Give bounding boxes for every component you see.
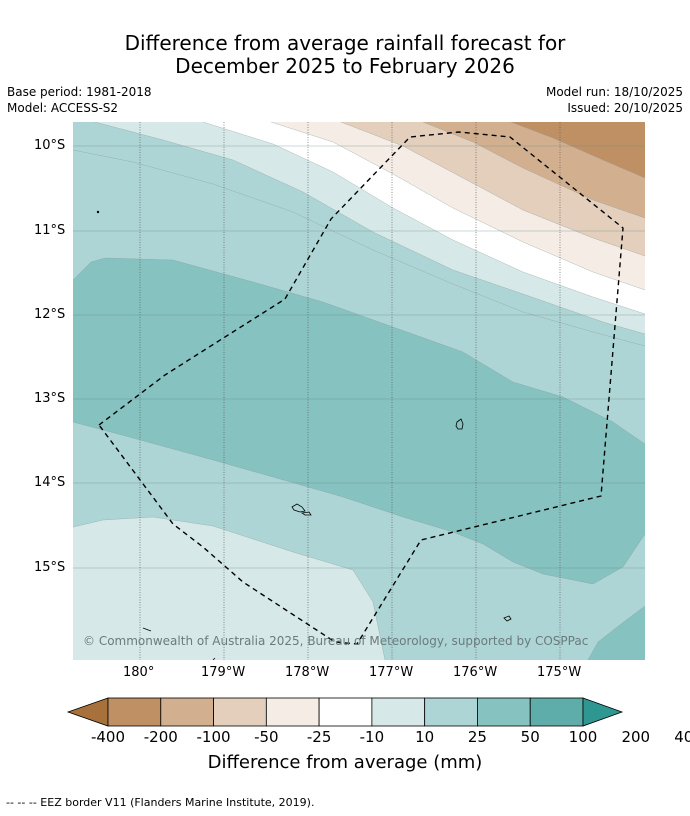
lat-tick-label: 14°S bbox=[34, 475, 66, 490]
eez-border bbox=[98, 131, 624, 645]
colorbar bbox=[66, 697, 624, 727]
colorbar-segment bbox=[318, 697, 373, 727]
colorbar-tick-label: -25 bbox=[306, 728, 332, 746]
base-period-text: Base period: 1981-2018 bbox=[7, 85, 152, 99]
lat-tick-label: 12°S bbox=[34, 307, 66, 322]
latitude-gridlines bbox=[73, 145, 645, 569]
lat-tick-label: 10°S bbox=[34, 138, 66, 153]
colorbar-segment bbox=[424, 697, 478, 727]
colorbar-tick-label: -400 bbox=[90, 728, 126, 746]
colorbar-tick-label: 25 bbox=[467, 728, 487, 746]
longitude-gridlines bbox=[139, 122, 561, 660]
issued-text: Issued: 20/10/2025 bbox=[567, 101, 683, 115]
colorbar-tick-label: -200 bbox=[143, 728, 178, 746]
colorbar-title: Difference from average (mm) bbox=[207, 752, 483, 773]
colorbar-segment bbox=[477, 697, 531, 727]
colorbar-extension-high bbox=[582, 697, 624, 727]
colorbar-segment bbox=[371, 697, 426, 727]
colorbar-segment bbox=[160, 697, 214, 727]
colorbar-tick-label: 100 bbox=[568, 728, 598, 746]
lon-tick-label: 176°W bbox=[453, 665, 498, 680]
colorbar-tick-label: 200 bbox=[621, 728, 651, 746]
colorbar-tick-label: 10 bbox=[415, 728, 435, 746]
colorbar-tick-label: 400 bbox=[674, 728, 690, 746]
colorbar-tick-label: 50 bbox=[520, 728, 540, 746]
island-2 bbox=[291, 503, 306, 513]
colorbar-segment bbox=[213, 697, 267, 727]
colorbar-tick-label: -100 bbox=[196, 728, 231, 746]
chart-title-line-1: Difference from average rainfall forecas… bbox=[124, 31, 566, 55]
colorbar-extension-low bbox=[66, 697, 109, 727]
islands bbox=[96, 210, 512, 660]
colorbar-segment bbox=[107, 697, 162, 727]
island-3 bbox=[300, 511, 312, 516]
island-4 bbox=[503, 615, 512, 622]
copyright-text: © Commonwealth of Australia 2025, Bureau… bbox=[83, 634, 588, 648]
lon-tick-label: 180° bbox=[123, 665, 155, 680]
lat-tick-label: 13°S bbox=[34, 391, 66, 406]
contour-band-minus-200 bbox=[511, 122, 645, 178]
colorbar-segment bbox=[529, 697, 584, 727]
lon-tick-label: 177°W bbox=[369, 665, 414, 680]
lat-tick-label: 15°S bbox=[34, 560, 66, 575]
rainfall-map: © Commonwealth of Australia 2025, Bureau… bbox=[73, 122, 645, 660]
model-text: Model: ACCESS-S2 bbox=[7, 101, 119, 115]
model-run-text: Model run: 18/10/2025 bbox=[545, 85, 683, 99]
colorbar-tick-label: -10 bbox=[359, 728, 385, 746]
contour-band-50-corner bbox=[588, 606, 645, 660]
eez-footnote: -- -- -- EEZ border V11 (Flanders Marine… bbox=[6, 796, 315, 809]
island-1 bbox=[455, 418, 464, 430]
colorbar-segment bbox=[265, 697, 320, 727]
lon-tick-label: 175°W bbox=[537, 665, 582, 680]
island-5 bbox=[142, 627, 152, 632]
lon-tick-label: 179°W bbox=[201, 665, 246, 680]
colorbar-tick-label: -50 bbox=[254, 728, 279, 746]
chart-title-line-2: December 2025 to February 2026 bbox=[175, 54, 515, 78]
lon-tick-label: 178°W bbox=[285, 665, 330, 680]
lat-tick-label: 11°S bbox=[34, 223, 66, 238]
